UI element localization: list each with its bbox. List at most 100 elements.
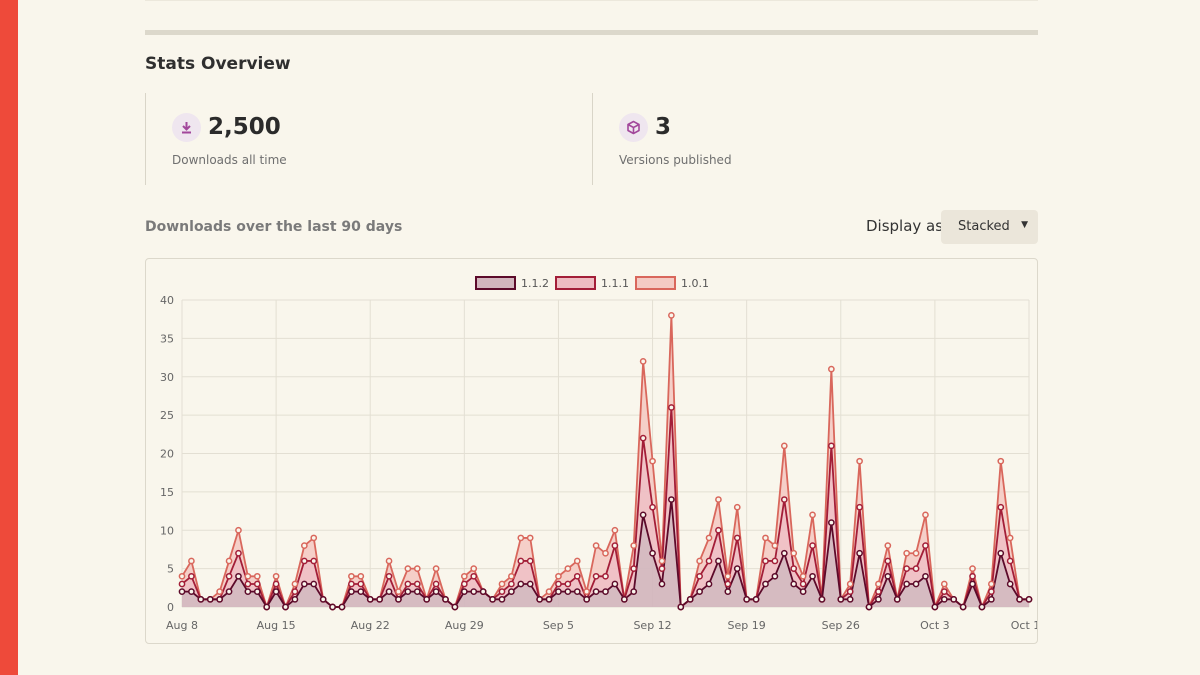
- point-1.0.1: [724, 572, 732, 580]
- point-1.0.1: [639, 358, 647, 365]
- x-tick-label: Aug 15: [257, 619, 296, 632]
- point-1.1.2: [357, 588, 365, 595]
- point-1.1.1: [348, 580, 355, 588]
- legend-swatch-1.0.1: [635, 276, 676, 290]
- x-tick-label: Aug 8: [166, 619, 198, 632]
- point-1.0.1: [517, 534, 525, 542]
- point-1.1.2: [931, 603, 939, 611]
- point-1.0.1: [385, 557, 393, 565]
- point-1.1.1: [658, 565, 666, 572]
- point-1.0.1: [705, 534, 713, 542]
- point-1.1.2: [376, 595, 383, 603]
- point-1.0.1: [395, 588, 402, 595]
- point-1.1.2: [950, 595, 958, 603]
- point-1.1.2: [206, 595, 214, 603]
- point-1.1.2: [686, 595, 694, 603]
- point-1.1.1: [564, 580, 572, 588]
- point-1.1.2: [545, 595, 553, 603]
- point-1.1.2: [780, 549, 788, 557]
- point-1.1.2: [272, 588, 280, 595]
- point-1.1.2: [969, 580, 976, 588]
- point-1.0.1: [404, 565, 412, 572]
- point-1.1.1: [470, 572, 478, 580]
- point-1.0.1: [460, 572, 468, 580]
- point-1.1.2: [470, 588, 478, 595]
- point-1.1.2: [432, 588, 440, 595]
- point-1.1.2: [705, 580, 713, 588]
- point-1.1.1: [639, 434, 647, 442]
- point-1.1.1: [357, 580, 365, 588]
- point-1.1.1: [875, 588, 882, 595]
- point-1.1.1: [460, 580, 468, 588]
- point-1.1.2: [602, 588, 609, 595]
- point-1.1.1: [432, 580, 440, 588]
- point-1.0.1: [762, 534, 769, 542]
- point-1.1.2: [1025, 595, 1033, 603]
- point-1.1.2: [856, 549, 863, 557]
- point-1.0.1: [658, 557, 666, 565]
- point-1.1.1: [771, 557, 779, 565]
- point-1.1.1: [300, 557, 308, 565]
- legend-swatch-1.1.1: [555, 276, 596, 290]
- download-icon: [172, 113, 201, 142]
- point-1.0.1: [668, 312, 675, 319]
- downloads-value: 2,500: [208, 114, 281, 140]
- point-1.1.2: [451, 603, 459, 611]
- point-1.1.2: [592, 588, 600, 595]
- point-1.1.1: [508, 580, 515, 588]
- point-1.1.1: [404, 580, 412, 588]
- point-1.1.1: [846, 588, 854, 595]
- point-1.1.1: [225, 572, 233, 580]
- point-1.1.1: [272, 580, 280, 588]
- display-mode-select[interactable]: Stacked ▼: [941, 210, 1038, 244]
- legend-swatch-1.1.2: [475, 276, 516, 290]
- y-tick-label: 25: [160, 409, 174, 422]
- top-faint-rule: [145, 0, 1038, 1]
- stat-downloads: 2,500 Downloads all time: [145, 93, 592, 185]
- downloads-label: Downloads all time: [172, 153, 287, 167]
- point-1.1.2: [178, 588, 186, 595]
- x-tick-label: Sep 19: [728, 619, 766, 632]
- point-1.1.2: [300, 580, 308, 588]
- point-1.0.1: [432, 565, 440, 572]
- point-1.1.1: [705, 557, 713, 565]
- point-1.1.2: [865, 603, 873, 611]
- point-1.1.1: [310, 557, 318, 565]
- point-1.1.1: [799, 580, 807, 588]
- point-1.1.1: [1006, 557, 1014, 565]
- point-1.0.1: [545, 588, 553, 595]
- point-1.1.2: [197, 595, 205, 603]
- y-tick-label: 20: [160, 448, 174, 461]
- point-1.1.1: [235, 549, 242, 557]
- point-1.0.1: [188, 557, 195, 565]
- point-1.1.2: [583, 595, 591, 603]
- point-1.1.1: [733, 534, 741, 542]
- point-1.0.1: [780, 442, 788, 450]
- point-1.0.1: [225, 557, 233, 565]
- point-1.0.1: [253, 572, 261, 580]
- point-1.1.1: [630, 565, 638, 572]
- point-1.0.1: [291, 580, 299, 588]
- point-1.1.2: [771, 572, 779, 580]
- point-1.1.1: [762, 557, 769, 565]
- point-1.1.1: [413, 580, 421, 588]
- point-1.1.1: [291, 588, 299, 595]
- display-as-label: Display as: [866, 217, 944, 235]
- point-1.1.2: [1006, 580, 1014, 588]
- point-1.0.1: [940, 580, 948, 588]
- point-1.0.1: [969, 565, 976, 572]
- point-1.0.1: [790, 549, 798, 557]
- stats-overview-title: Stats Overview: [145, 54, 291, 74]
- point-1.1.2: [460, 588, 468, 595]
- point-1.1.2: [555, 588, 562, 595]
- point-1.0.1: [733, 503, 741, 511]
- point-1.0.1: [912, 549, 920, 557]
- point-1.1.1: [988, 588, 995, 595]
- side-accent-stripe: [0, 0, 18, 675]
- x-tick-label: Oct 3: [920, 619, 950, 632]
- point-1.1.2: [611, 580, 619, 588]
- point-1.1.2: [997, 549, 1005, 557]
- point-1.1.2: [338, 603, 346, 611]
- point-1.1.1: [696, 572, 703, 580]
- point-1.1.1: [498, 588, 506, 595]
